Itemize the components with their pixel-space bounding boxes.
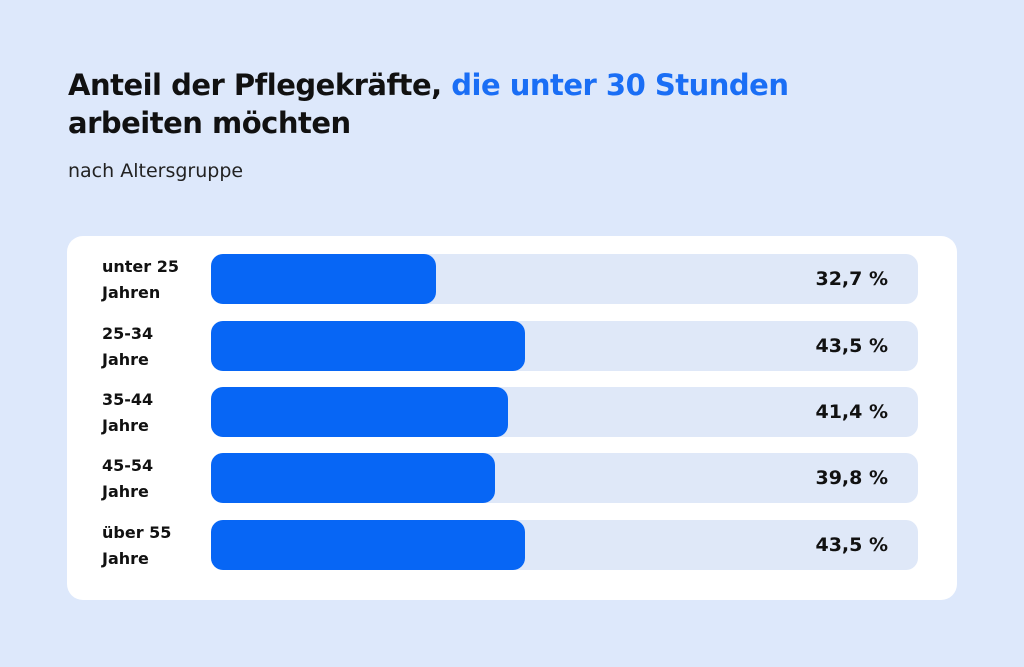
category-label-line: Jahre [102,416,149,435]
value-label: 41,4 % [815,401,888,423]
bar-row: 35-44 Jahre 41,4 % [67,387,957,437]
bar-row: über 55 Jahre 43,5 % [67,520,957,570]
category-label-line: Jahre [102,350,149,369]
bar-row: 45-54 Jahre 39,8 % [67,453,957,503]
bar [211,254,437,304]
bar-track: 39,8 % [211,453,918,503]
title-highlight: die unter 30 Stunden [451,68,789,102]
category-label: unter 25 Jahren [102,254,212,306]
value-label: 39,8 % [815,467,888,489]
category-label-line: 25-34 [102,324,154,343]
category-label: 45-54 Jahre [102,453,212,505]
value-label: 32,7 % [815,268,888,290]
bar [211,520,526,570]
bar [211,387,509,437]
category-label: über 55 Jahre [102,520,212,572]
chart-subtitle: nach Altersgruppe [68,160,244,182]
category-label: 35-44 Jahre [102,387,212,439]
category-label-line: 35-44 [102,390,154,409]
bar [211,453,495,503]
bar-row: unter 25 Jahren 32,7 % [67,254,957,304]
chart-title: Anteil der Pflegekräfte, die unter 30 St… [68,66,868,142]
category-label-line: Jahren [102,283,161,302]
category-label-line: 45-54 [102,456,154,475]
bar-track: 43,5 % [211,520,918,570]
chart-card: unter 25 Jahren 32,7 % 25-34 Jahre 43,5 % 35-4… [67,236,957,600]
value-label: 43,5 % [815,335,888,357]
bar [211,321,526,371]
category-label-line: Jahre [102,482,149,501]
title-part2: arbeiten möchten [68,106,351,140]
bar-track: 32,7 % [211,254,918,304]
bar-track: 43,5 % [211,321,918,371]
value-label: 43,5 % [815,534,888,556]
category-label-line: Jahre [102,549,149,568]
category-label-line: unter 25 [102,257,180,276]
bar-row: 25-34 Jahre 43,5 % [67,321,957,371]
title-part1: Anteil der Pflegekräfte, [68,68,452,102]
bar-track: 41,4 % [211,387,918,437]
category-label: 25-34 Jahre [102,321,212,373]
category-label-line: über 55 [102,523,172,542]
